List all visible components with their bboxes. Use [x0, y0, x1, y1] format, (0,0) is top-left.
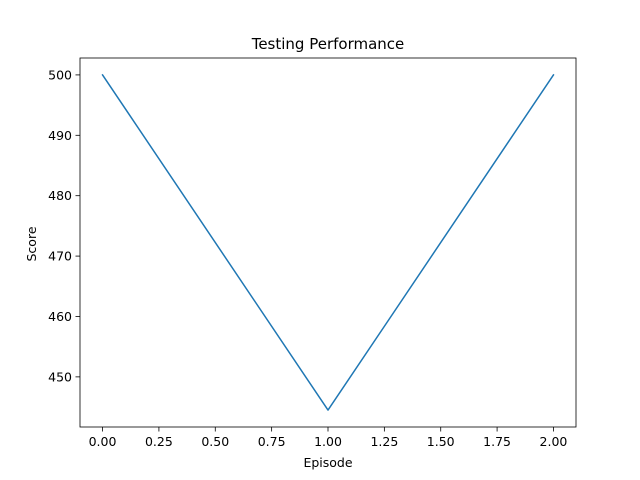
x-axis-label: Episode — [303, 455, 352, 470]
x-tick-label: 0.75 — [258, 434, 286, 449]
y-tick-label: 480 — [48, 188, 72, 203]
y-axis-label: Score — [24, 226, 39, 261]
x-tick-label: 1.00 — [314, 434, 342, 449]
y-tick-label: 500 — [48, 67, 72, 82]
series-line-0 — [101, 73, 555, 411]
y-tick-label: 490 — [48, 128, 72, 143]
x-tick-label: 0.25 — [145, 434, 173, 449]
x-tick-label: 2.00 — [540, 434, 568, 449]
plot-area: 0.00 0.25 0.50 0.75 1.00 1.25 1.50 1.75 2.00 450 4… — [48, 57, 577, 449]
x-tick-label: 0.50 — [201, 434, 229, 449]
x-tick-label: 1.75 — [483, 434, 511, 449]
x-tick-label: 1.50 — [427, 434, 455, 449]
x-tick-label: 1.25 — [370, 434, 398, 449]
y-tick-label: 460 — [48, 309, 72, 324]
y-tick-label: 470 — [48, 249, 72, 264]
chart-title: Testing Performance — [251, 35, 405, 53]
x-tick-label: 0.00 — [89, 434, 117, 449]
y-tick-label: 450 — [48, 369, 72, 384]
